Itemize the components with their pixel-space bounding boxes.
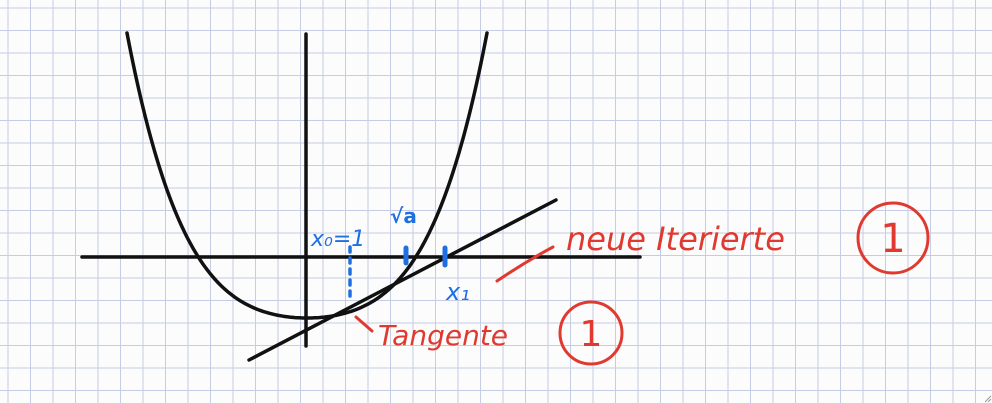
tangent-marker: 1 — [580, 314, 603, 355]
new-iterate-marker: 1 — [880, 216, 905, 262]
function-curve — [125, 31, 489, 320]
sqrt-a-label: √a — [390, 204, 417, 228]
tangent-label: Tangente — [378, 319, 508, 352]
new-iterate-label: neue Iterierte — [566, 220, 785, 258]
x0-label: x₀=1 — [310, 227, 365, 252]
new-iterate-pointer — [495, 245, 555, 283]
resize-grip-icon[interactable] — [984, 395, 992, 403]
tangent-pointer — [354, 315, 374, 333]
new-iterate-circle — [856, 201, 930, 275]
x1-label: x₁ — [445, 278, 470, 306]
tangent-line — [247, 198, 558, 362]
tangent-circle — [558, 300, 624, 366]
